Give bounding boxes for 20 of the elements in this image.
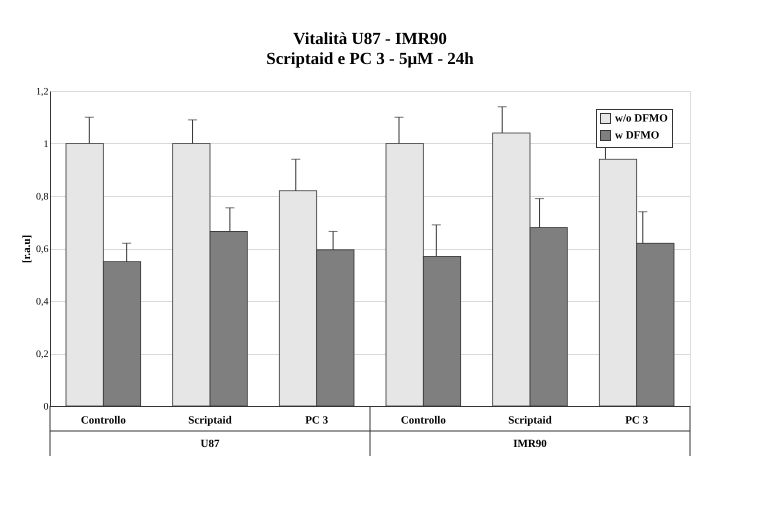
y-axis-title: [r.a.u] <box>21 234 33 264</box>
text: U87 <box>200 438 220 450</box>
y-tick-label: 0,6 <box>36 244 48 255</box>
x-tick-label: PC 3 <box>625 414 649 426</box>
x-tick-label: Controllo <box>80 414 126 426</box>
x-tick-label: Scriptaid <box>188 414 232 426</box>
x-tick-label: Scriptaid <box>508 414 552 426</box>
y-tick-label: 0,8 <box>36 192 48 202</box>
legend-label: w/o DFMO <box>615 112 668 124</box>
y-tick-label: 0 <box>44 402 48 412</box>
x-tick-label: Controllo <box>400 414 446 426</box>
chart-subtitle: Scriptaid e PC 3 - 5μM - 24h <box>266 49 474 68</box>
text: IMR90 <box>513 438 548 450</box>
chart-title: Vitalità U87 - IMR90 <box>293 29 447 48</box>
y-tick-label: 1 <box>44 139 48 150</box>
y-tick-label: 0,4 <box>36 296 48 308</box>
legend-label: w DFMO <box>615 130 660 142</box>
y-tick-label: 1,2 <box>36 86 48 98</box>
y-tick-label: 0,2 <box>36 349 48 360</box>
x-tick-label: PC 3 <box>305 414 329 426</box>
